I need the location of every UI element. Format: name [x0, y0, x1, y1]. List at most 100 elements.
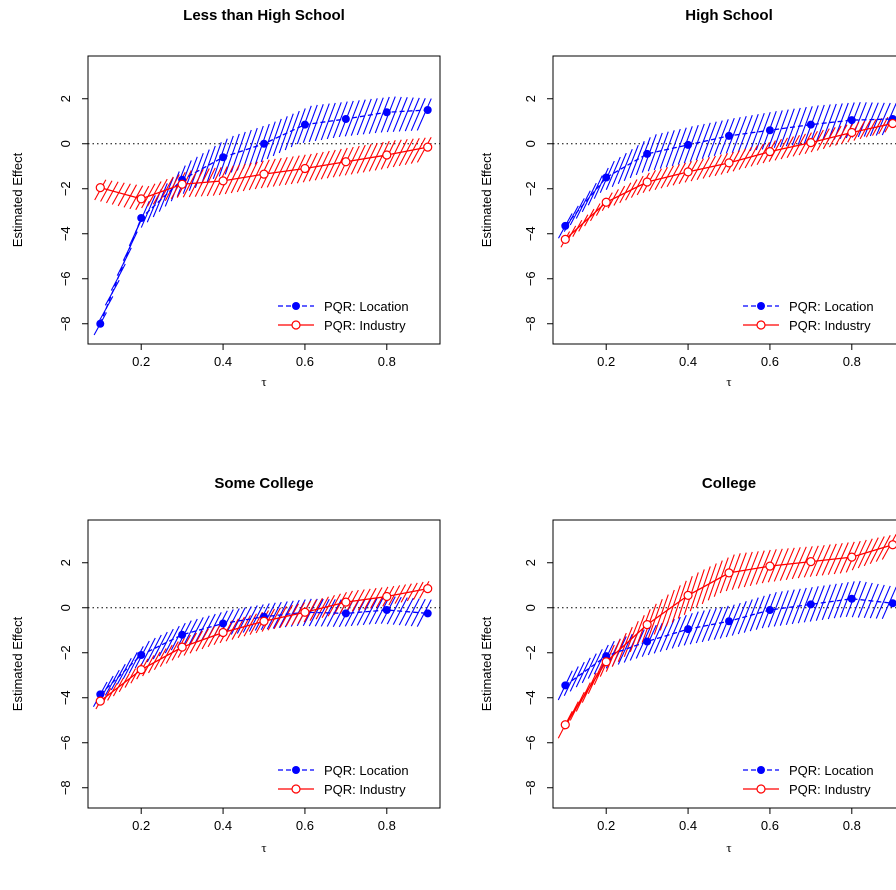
band-hatch-line — [326, 102, 342, 140]
industry-point — [683, 590, 693, 600]
legend: PQR: Location PQR: Industry — [278, 299, 409, 333]
industry-point — [560, 720, 570, 730]
plot-area — [88, 580, 440, 710]
industry-point — [601, 197, 611, 207]
band-hatch-line — [749, 113, 765, 151]
band-hatch-line — [617, 148, 633, 185]
band-hatch-line — [671, 614, 687, 649]
y-tick-label: −6 — [523, 735, 538, 750]
industry-point — [642, 620, 652, 630]
industry-point — [177, 179, 187, 189]
industry-point — [642, 177, 652, 187]
x-tick-label: 0.8 — [378, 354, 396, 369]
industry-point — [259, 616, 269, 626]
band-hatch-line — [386, 596, 402, 625]
x-tick-label: 0.4 — [214, 818, 232, 833]
band-hatch-line — [182, 618, 198, 647]
legend-location-marker — [292, 766, 300, 774]
band-hatch-line — [671, 127, 687, 167]
band-hatch-line — [869, 102, 885, 137]
industry-point — [724, 568, 734, 578]
x-tick-label: 0.4 — [679, 354, 697, 369]
location-point — [382, 606, 391, 614]
panel-some-college: Some College Estimated Effect τ 2 0 −2 −4 −6… — [10, 475, 441, 855]
location-point — [725, 131, 733, 140]
x-tick-label: 0.2 — [597, 354, 615, 369]
x-tick-label: 0.6 — [296, 354, 314, 369]
y-tick-label: −4 — [58, 226, 73, 241]
legend-industry-label: PQR: Industry — [789, 318, 871, 333]
y-tick-label: −2 — [58, 645, 73, 660]
x-tick-label: 0.4 — [214, 354, 232, 369]
location-point — [219, 619, 228, 628]
legend-industry-marker — [291, 320, 301, 330]
band-hatch-line — [111, 182, 125, 205]
band-hatch-line — [587, 175, 603, 206]
band-hatch-line — [875, 102, 891, 136]
band-hatch-line — [410, 98, 426, 131]
band-hatch-line — [797, 106, 813, 145]
band-hatch-line — [563, 666, 579, 696]
y-tick-label: 2 — [523, 95, 538, 102]
industry-point — [683, 167, 693, 177]
band-hatch-line — [398, 97, 414, 132]
y-tick-label: −2 — [523, 645, 538, 660]
location-point — [561, 221, 570, 230]
industry-point — [382, 591, 392, 602]
band-hatch-line — [647, 622, 663, 656]
industry-point — [136, 665, 146, 675]
location-point — [219, 153, 228, 162]
industry-point — [888, 540, 896, 550]
y-tick-label: −4 — [523, 226, 538, 241]
band-hatch-line — [362, 98, 378, 135]
plot-frame — [552, 55, 896, 345]
industry-point — [888, 118, 896, 129]
industry-point — [423, 142, 433, 152]
plot-frame — [552, 519, 896, 809]
industry-point — [724, 158, 734, 168]
x-axis-label: τ — [726, 374, 731, 389]
industry-point — [847, 127, 857, 138]
band-hatch-line — [875, 535, 891, 562]
legend-industry-label: PQR: Industry — [324, 318, 406, 333]
band-hatch-line — [100, 180, 113, 202]
location-point — [423, 609, 432, 618]
location-confidence-band — [557, 101, 896, 239]
panel-title: High School — [685, 7, 773, 24]
industry-point — [95, 183, 105, 193]
band-hatch-line — [569, 661, 585, 692]
location-point — [765, 126, 774, 135]
location-point — [260, 139, 268, 148]
industry-point — [601, 657, 611, 667]
industry-point — [300, 607, 310, 617]
industry-point — [765, 147, 775, 157]
location-point — [888, 599, 896, 608]
panel-title: College — [702, 475, 756, 492]
band-hatch-line — [320, 102, 336, 141]
y-tick-label: 2 — [58, 95, 73, 102]
location-point — [96, 690, 105, 699]
location-point — [561, 681, 570, 690]
band-hatch-line — [779, 589, 795, 626]
y-tick-label: −8 — [523, 316, 538, 331]
legend-industry-label: PQR: Industry — [324, 782, 406, 797]
industry-point — [95, 696, 105, 706]
y-tick-label: 0 — [58, 604, 73, 611]
location-confidence-band — [557, 580, 896, 701]
location-point — [643, 637, 652, 646]
industry-point — [341, 597, 351, 607]
band-hatch-line — [701, 121, 717, 159]
band-hatch-line — [851, 581, 867, 618]
band-hatch-line — [200, 145, 216, 186]
y-axis-label: Estimated Effect — [479, 152, 494, 247]
band-hatch-line — [188, 617, 204, 645]
location-point — [96, 319, 105, 328]
y-axis-label: Estimated Effect — [479, 616, 494, 711]
band-hatch-line — [410, 137, 426, 164]
x-tick-label: 0.2 — [597, 818, 615, 833]
band-hatch-line — [581, 653, 597, 684]
band-hatch-line — [581, 182, 597, 213]
industry-point — [560, 234, 570, 244]
band-hatch-line — [755, 593, 771, 630]
